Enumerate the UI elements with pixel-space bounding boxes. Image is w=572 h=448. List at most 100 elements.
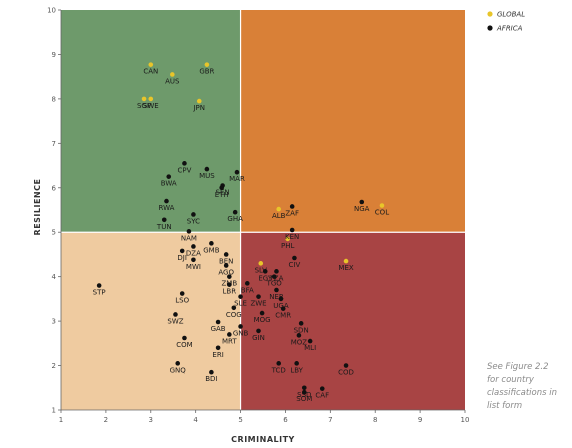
- point-phl: [285, 236, 290, 242]
- y-tick-label: 9: [52, 51, 56, 59]
- point-label-cod: COD: [338, 369, 354, 377]
- x-tick-label: 3: [149, 416, 153, 424]
- point-col: [379, 203, 385, 208]
- point-ken: [289, 227, 295, 233]
- point-label-rwa: RWA: [159, 204, 175, 212]
- point-label-ner: NER: [269, 293, 284, 301]
- axes: 1 2 3 4 5 6 7 8 9 10 1 2 3 4 5 6 7 8 9 10: [47, 7, 469, 425]
- point-mar: [234, 169, 240, 175]
- y-tick-label: 4: [52, 273, 57, 281]
- point-label-zwe: ZWE: [250, 300, 266, 308]
- point-label-civ: CIV: [289, 261, 301, 269]
- point-label-mrt: MRT: [222, 337, 237, 345]
- quadrant-dividers: [61, 10, 465, 410]
- x-axis-title: CRIMINALITY: [231, 435, 295, 444]
- point-label-dza: DZA: [186, 249, 201, 257]
- y-tick-label: 10: [47, 7, 56, 15]
- point-label-phl: PHL: [281, 242, 294, 250]
- point-nam: [186, 229, 192, 234]
- point-label-mli: MLI: [304, 344, 316, 352]
- point-label-cpv: CPV: [177, 166, 191, 174]
- x-tick-label: 4: [193, 416, 198, 424]
- point-label-gbr: GBR: [199, 68, 214, 76]
- point-zwe: [256, 294, 261, 299]
- point-stp: [96, 283, 102, 288]
- point-mog: [259, 310, 265, 316]
- note-line: for country: [487, 375, 534, 385]
- point-gnb: [238, 324, 243, 329]
- point-label-dji: DJI: [177, 254, 187, 262]
- point-can: [148, 62, 154, 67]
- note-line: See Figure 2.2: [487, 362, 549, 372]
- point-eth: [219, 185, 225, 191]
- y-tick-label: 7: [52, 140, 56, 148]
- y-tick-label: 2: [52, 362, 56, 370]
- point-label-som: SOM: [296, 395, 312, 403]
- point-bfa: [244, 281, 250, 286]
- point-label-eth: ETH: [215, 191, 229, 199]
- point-dza: [191, 244, 196, 249]
- legend-marker-africa: [487, 25, 493, 31]
- point-swz: [173, 312, 178, 317]
- point-ssd: [301, 385, 307, 391]
- point-label-tza: TZA: [269, 274, 284, 282]
- point-cpv: [182, 161, 187, 166]
- point-jpn: [196, 98, 202, 104]
- point-label-cmr: CMR: [275, 312, 291, 320]
- note-line: list form: [487, 401, 523, 411]
- point-lbr: [227, 282, 232, 287]
- point-mwi: [191, 257, 196, 263]
- point-gha: [232, 209, 238, 215]
- point-cmr: [280, 306, 286, 311]
- quadrant-bottom-right: [240, 232, 465, 410]
- point-slv: [258, 261, 264, 266]
- point-label-ken: KEN: [285, 233, 299, 241]
- x-tick-label: 10: [461, 416, 470, 424]
- point-cog: [231, 305, 237, 311]
- point-label-slv: SLV: [255, 266, 268, 274]
- point-label-gha: GHA: [227, 215, 243, 223]
- point-label-nga: NGA: [354, 205, 370, 213]
- point-label-zaf: ZAF: [285, 209, 299, 217]
- point-tgo: [271, 274, 277, 279]
- point-label-moz: MOZ: [291, 338, 308, 346]
- point-mli: [307, 338, 313, 344]
- point-label-mus: MUS: [199, 172, 215, 180]
- point-label-uga: UGA: [273, 302, 289, 310]
- point-tun: [161, 217, 167, 223]
- point-label-tgo: TGO: [266, 280, 283, 288]
- quadrant-bottom-left: [61, 232, 241, 410]
- point-sle: [238, 294, 243, 299]
- y-tick-label: 6: [52, 184, 57, 192]
- point-label-tun: TUN: [156, 223, 172, 231]
- point-bdi: [209, 369, 214, 375]
- point-label-sle: SLE: [234, 300, 247, 308]
- point-dji: [179, 248, 185, 254]
- y-tick-label: 3: [52, 318, 56, 326]
- point-label-mex: MEX: [338, 264, 353, 272]
- point-label-caf: CAF: [315, 392, 329, 400]
- point-label-sen: SEN: [216, 189, 230, 197]
- x-tick-label: 8: [373, 416, 377, 424]
- point-tza: [274, 269, 279, 274]
- point-label-ssd: SSD: [297, 391, 311, 399]
- point-label-bfa: BFA: [241, 286, 254, 294]
- point-label-can: CAN: [143, 68, 158, 76]
- point-sdn: [298, 321, 304, 326]
- point-gbr: [204, 62, 210, 67]
- point-label-swz: SWZ: [167, 317, 183, 325]
- point-label-tcd: TCD: [271, 366, 286, 374]
- point-label-ago: AGO: [218, 269, 234, 277]
- point-label-ben: BEN: [219, 257, 233, 265]
- point-civ: [292, 255, 297, 261]
- point-label-swe: SWE: [143, 102, 159, 110]
- point-com: [182, 335, 187, 341]
- y-tick-label: 5: [52, 229, 56, 237]
- point-gab: [215, 319, 221, 325]
- point-label-eri: ERI: [212, 351, 223, 359]
- legend: GLOBAL AFRICA: [487, 11, 525, 33]
- point-label-gnb: GNB: [233, 329, 249, 337]
- point-label-jpn: JPN: [192, 104, 205, 112]
- x-tick-label: 1: [59, 416, 63, 424]
